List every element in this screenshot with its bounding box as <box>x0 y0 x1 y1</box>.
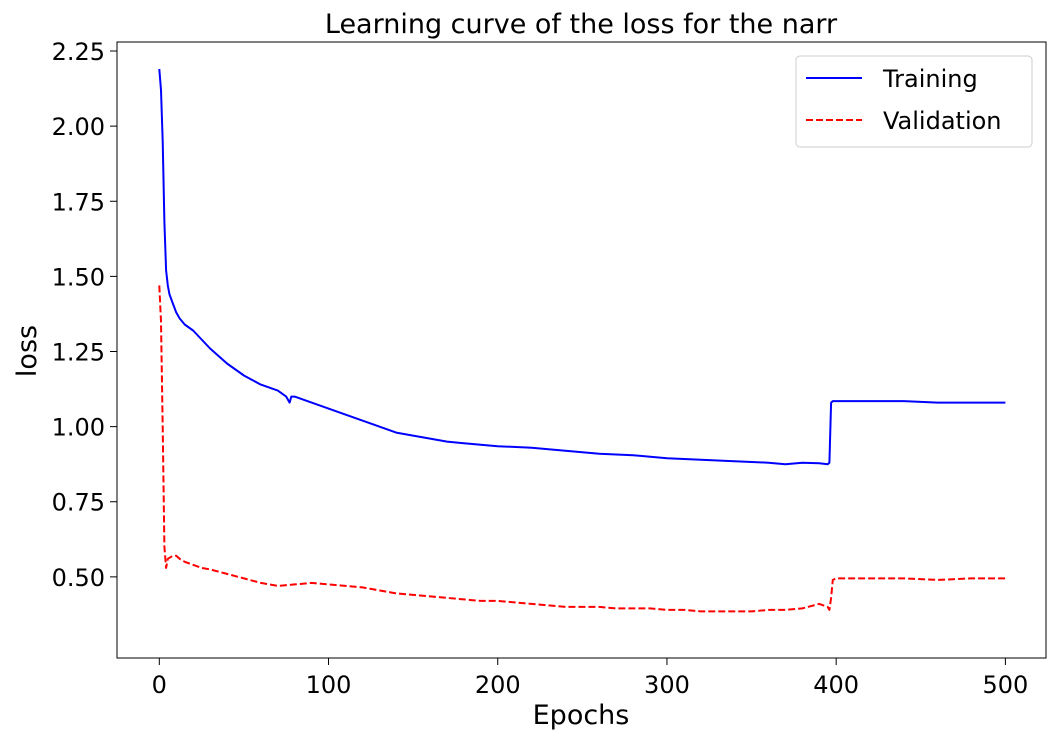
legend-label-training: Training <box>882 65 978 93</box>
y-tick-label: 0.50 <box>52 564 105 592</box>
y-axis: 0.50 0.75 1.00 1.25 1.50 1.75 2.00 2.25 <box>52 38 117 592</box>
y-tick-label: 1.75 <box>52 188 105 216</box>
x-axis: 0 100 200 300 400 500 <box>152 658 1028 699</box>
series-line-training <box>158 68 1006 466</box>
x-tick-label: 0 <box>152 671 167 699</box>
x-tick-label: 400 <box>813 671 859 699</box>
series-line-validation <box>158 285 1006 613</box>
x-tick-label: 300 <box>644 671 690 699</box>
y-tick-label: 1.25 <box>52 339 105 367</box>
x-axis-label: Epochs <box>533 700 630 731</box>
legend-label-validation: Validation <box>883 107 1002 135</box>
y-tick-label: 1.00 <box>52 414 105 442</box>
legend: Training Validation <box>795 55 1033 148</box>
y-tick-label: 1.50 <box>52 263 105 291</box>
chart-title: Learning curve of the loss for the narr <box>325 9 838 40</box>
plot-area <box>158 68 1006 613</box>
plot-frame <box>116 41 1047 659</box>
y-tick-label: 2.25 <box>52 38 105 66</box>
y-tick-label: 0.75 <box>52 489 105 517</box>
x-tick-label: 500 <box>982 671 1028 699</box>
x-tick-label: 100 <box>306 671 352 699</box>
y-axis-label: loss <box>12 325 43 377</box>
y-tick-label: 2.00 <box>52 113 105 141</box>
x-tick-label: 200 <box>475 671 521 699</box>
